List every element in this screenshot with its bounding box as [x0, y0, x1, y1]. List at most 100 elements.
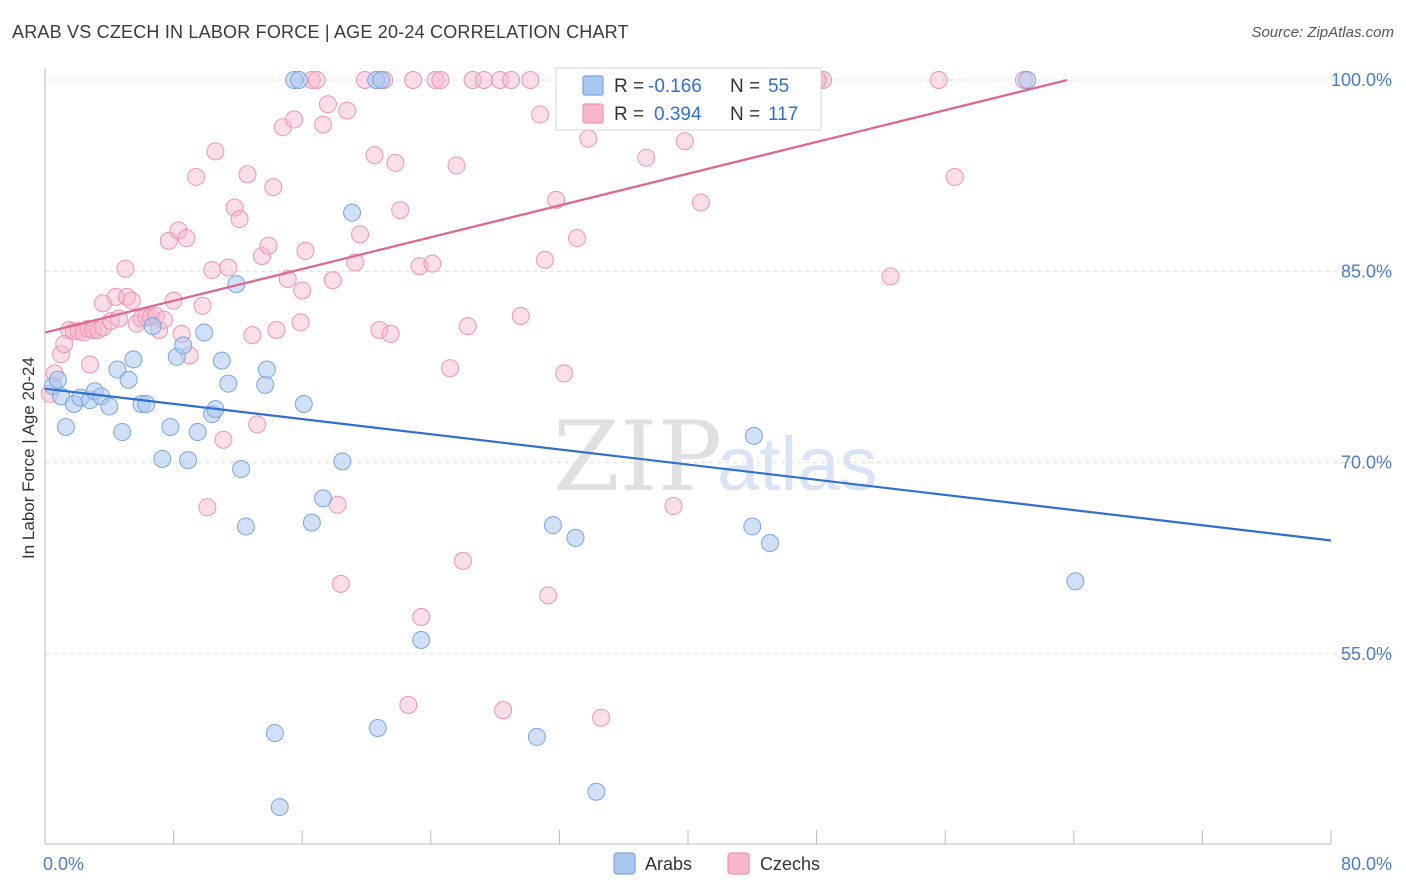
- arab-point: [333, 452, 352, 471]
- arab-point: [760, 534, 779, 553]
- czech-point: [89, 321, 108, 340]
- czech-point: [431, 71, 450, 89]
- czech-point: [555, 364, 574, 383]
- czech-point: [370, 321, 389, 340]
- czech-point: [52, 345, 71, 364]
- czech-point: [81, 355, 100, 374]
- series-legend: Arabs Czechs: [613, 852, 820, 875]
- watermark-zip: ZIP: [553, 401, 722, 513]
- czech-point: [314, 115, 333, 134]
- arab-point: [236, 517, 255, 536]
- czech-point: [230, 210, 249, 229]
- czech-point: [579, 129, 598, 148]
- y-tick-labels: 55.0% 70.0% 85.0% 100.0%: [1331, 70, 1392, 664]
- legend-arab-n-value: 55: [768, 76, 789, 97]
- watermark-atlas: atlas: [717, 422, 878, 507]
- arab-point: [587, 782, 606, 801]
- chart-title: ARAB VS CZECH IN LABOR FORCE | AGE 20-24…: [12, 22, 629, 42]
- arab-point: [257, 360, 276, 379]
- czech-point: [637, 148, 656, 167]
- y-tick-label: 100.0%: [1331, 70, 1392, 90]
- arab-point: [179, 451, 198, 470]
- czech-point: [521, 71, 540, 89]
- arab-point: [137, 394, 156, 413]
- czech-point: [381, 324, 400, 343]
- arab-point: [153, 449, 172, 468]
- arab-point: [219, 374, 238, 393]
- arab-point: [314, 489, 333, 508]
- czech-point: [539, 586, 558, 605]
- czech-point: [351, 225, 370, 244]
- czech-point: [399, 696, 418, 715]
- arab-point: [527, 727, 546, 746]
- czech-point: [225, 198, 244, 217]
- czech-point: [426, 71, 445, 89]
- legend-czech-r-value: 0.394: [654, 104, 702, 125]
- legend-czech-swatch: [582, 103, 604, 124]
- czech-point: [531, 105, 550, 124]
- czech-point: [193, 296, 212, 315]
- czech-point: [219, 258, 238, 277]
- arab-point: [113, 423, 132, 442]
- czech-point: [293, 281, 312, 300]
- czech-point: [511, 306, 530, 325]
- czech-point: [691, 193, 710, 212]
- czech-point: [568, 229, 587, 248]
- arab-point: [566, 528, 585, 547]
- czech-point: [675, 132, 694, 151]
- axes: [44, 68, 1332, 845]
- arab-point: [371, 71, 390, 89]
- arab-point: [543, 516, 562, 535]
- czech-point: [391, 201, 410, 220]
- czech-point: [285, 110, 304, 129]
- czech-point: [441, 359, 460, 378]
- legend-czech-n-label: N =: [730, 104, 760, 125]
- arab-point: [256, 375, 275, 394]
- arab-point: [289, 71, 308, 89]
- czech-point: [203, 261, 222, 280]
- legend-czechs-swatch: [727, 852, 750, 875]
- correlation-legend: R = -0.166 N = 55 R = 0.394 N = 117: [555, 67, 822, 131]
- legend-arabs-label: Arabs: [645, 854, 692, 874]
- czech-point: [116, 259, 135, 278]
- arab-point: [368, 718, 387, 737]
- arab-point: [48, 370, 67, 389]
- arab-point: [188, 423, 207, 442]
- legend-czech-r-label: R =: [614, 104, 644, 125]
- arab-point: [265, 724, 284, 743]
- y-tick-label: 85.0%: [1341, 261, 1392, 281]
- czech-point: [592, 708, 611, 727]
- czech-point: [474, 71, 493, 89]
- czech-point: [307, 71, 326, 89]
- arab-point: [143, 317, 162, 336]
- czech-point: [412, 608, 431, 627]
- czech-point: [323, 271, 342, 290]
- czech-point: [267, 321, 286, 340]
- arab-point: [195, 323, 214, 342]
- arab-point: [744, 426, 763, 445]
- czech-point: [502, 71, 521, 89]
- czech-trend-line: [44, 78, 1068, 334]
- czech-point: [365, 146, 384, 165]
- x-tick-labels: 0.0% 80.0%: [43, 854, 1392, 874]
- y-axis-label: In Labor Force | Age 20-24: [19, 357, 38, 559]
- czech-point: [535, 250, 554, 269]
- x-tick-label: 0.0%: [43, 854, 84, 874]
- arab-point: [232, 460, 251, 479]
- czech-point: [447, 156, 466, 175]
- arab-point: [270, 798, 289, 817]
- czech-point: [945, 167, 964, 186]
- czech-point: [243, 326, 262, 345]
- arab-point: [302, 513, 321, 532]
- arab-point: [56, 417, 75, 436]
- czech-point: [214, 430, 233, 449]
- trend-lines: [44, 78, 1332, 542]
- y-tick-label: 70.0%: [1341, 453, 1392, 473]
- czech-point: [55, 335, 74, 354]
- legend-arabs-swatch: [613, 852, 636, 875]
- arab-point: [124, 350, 143, 369]
- y-tick-label: 55.0%: [1341, 644, 1392, 664]
- czech-point: [664, 497, 683, 516]
- arab-point: [161, 417, 180, 436]
